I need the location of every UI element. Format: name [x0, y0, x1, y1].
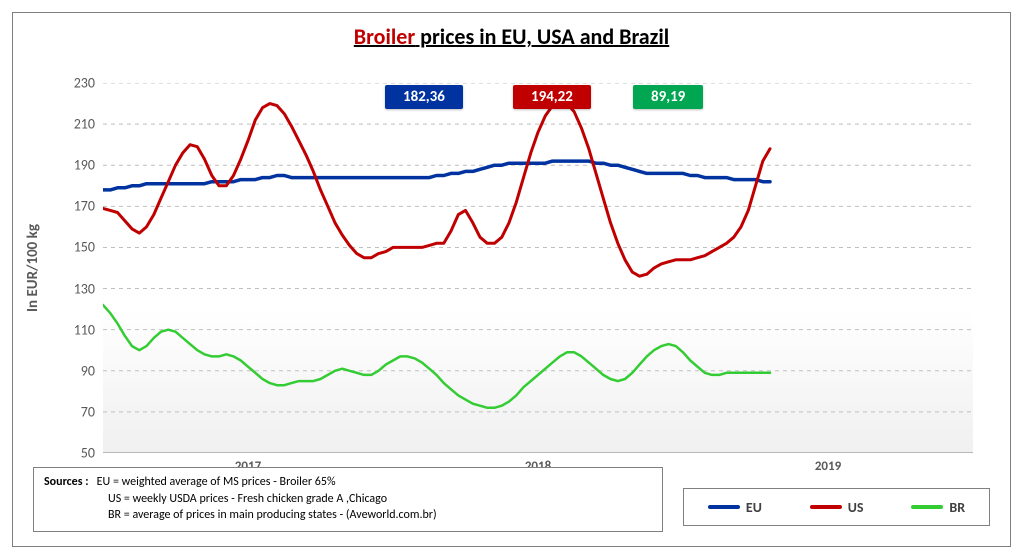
title-highlight: Broiler — [354, 23, 415, 50]
legend-item-eu: EU — [708, 499, 762, 516]
sources-label: Sources : — [44, 475, 89, 489]
value-badge: 182,36 — [385, 85, 463, 109]
chart-title: Broiler prices in EU, USA and Brazil — [13, 23, 1010, 50]
sources-eu: EU = weighted average of MS prices - Bro… — [97, 475, 336, 489]
plot-background — [103, 309, 973, 453]
y-tick-label: 170 — [35, 198, 95, 215]
chart-frame: Broiler prices in EU, USA and Brazil In … — [12, 12, 1011, 547]
y-tick-label: 210 — [35, 116, 95, 133]
sources-line-3: BR = average of prices in main producing… — [44, 507, 652, 523]
legend-swatch-us — [810, 505, 842, 509]
y-tick-label: 150 — [35, 239, 95, 256]
y-axis-label: In EUR/100 kg — [24, 224, 42, 312]
y-tick-label: 190 — [35, 157, 95, 174]
sources-line-1: Sources : EU = weighted average of MS pr… — [44, 474, 652, 490]
value-badge: 89,19 — [633, 85, 703, 109]
sources-line-2: US = weekly USDA prices - Fresh chicken … — [44, 491, 652, 507]
y-tick-label: 230 — [35, 75, 95, 92]
y-tick-label: 130 — [35, 280, 95, 297]
x-tick-label: 2019 — [815, 459, 841, 474]
series-eu — [103, 161, 770, 190]
legend-label-br: BR — [949, 499, 965, 516]
plot-svg — [103, 83, 973, 453]
legend-swatch-eu — [708, 505, 740, 509]
sources-box: Sources : EU = weighted average of MS pr… — [33, 467, 663, 532]
plot-container: 507090110130150170190210230 201720182019 — [103, 83, 973, 453]
legend-swatch-br — [911, 505, 943, 509]
value-badge: 194,22 — [513, 85, 591, 109]
title-rest: prices in EU, USA and Brazil — [415, 23, 669, 50]
y-tick-label: 50 — [35, 445, 95, 462]
series-us — [103, 102, 770, 277]
legend-label-us: US — [848, 499, 864, 516]
legend: EU US BR — [683, 488, 990, 526]
y-tick-label: 70 — [35, 403, 95, 420]
y-tick-label: 90 — [35, 362, 95, 379]
legend-item-br: BR — [911, 499, 965, 516]
legend-item-us: US — [810, 499, 864, 516]
y-tick-label: 110 — [35, 321, 95, 338]
legend-label-eu: EU — [746, 499, 762, 516]
